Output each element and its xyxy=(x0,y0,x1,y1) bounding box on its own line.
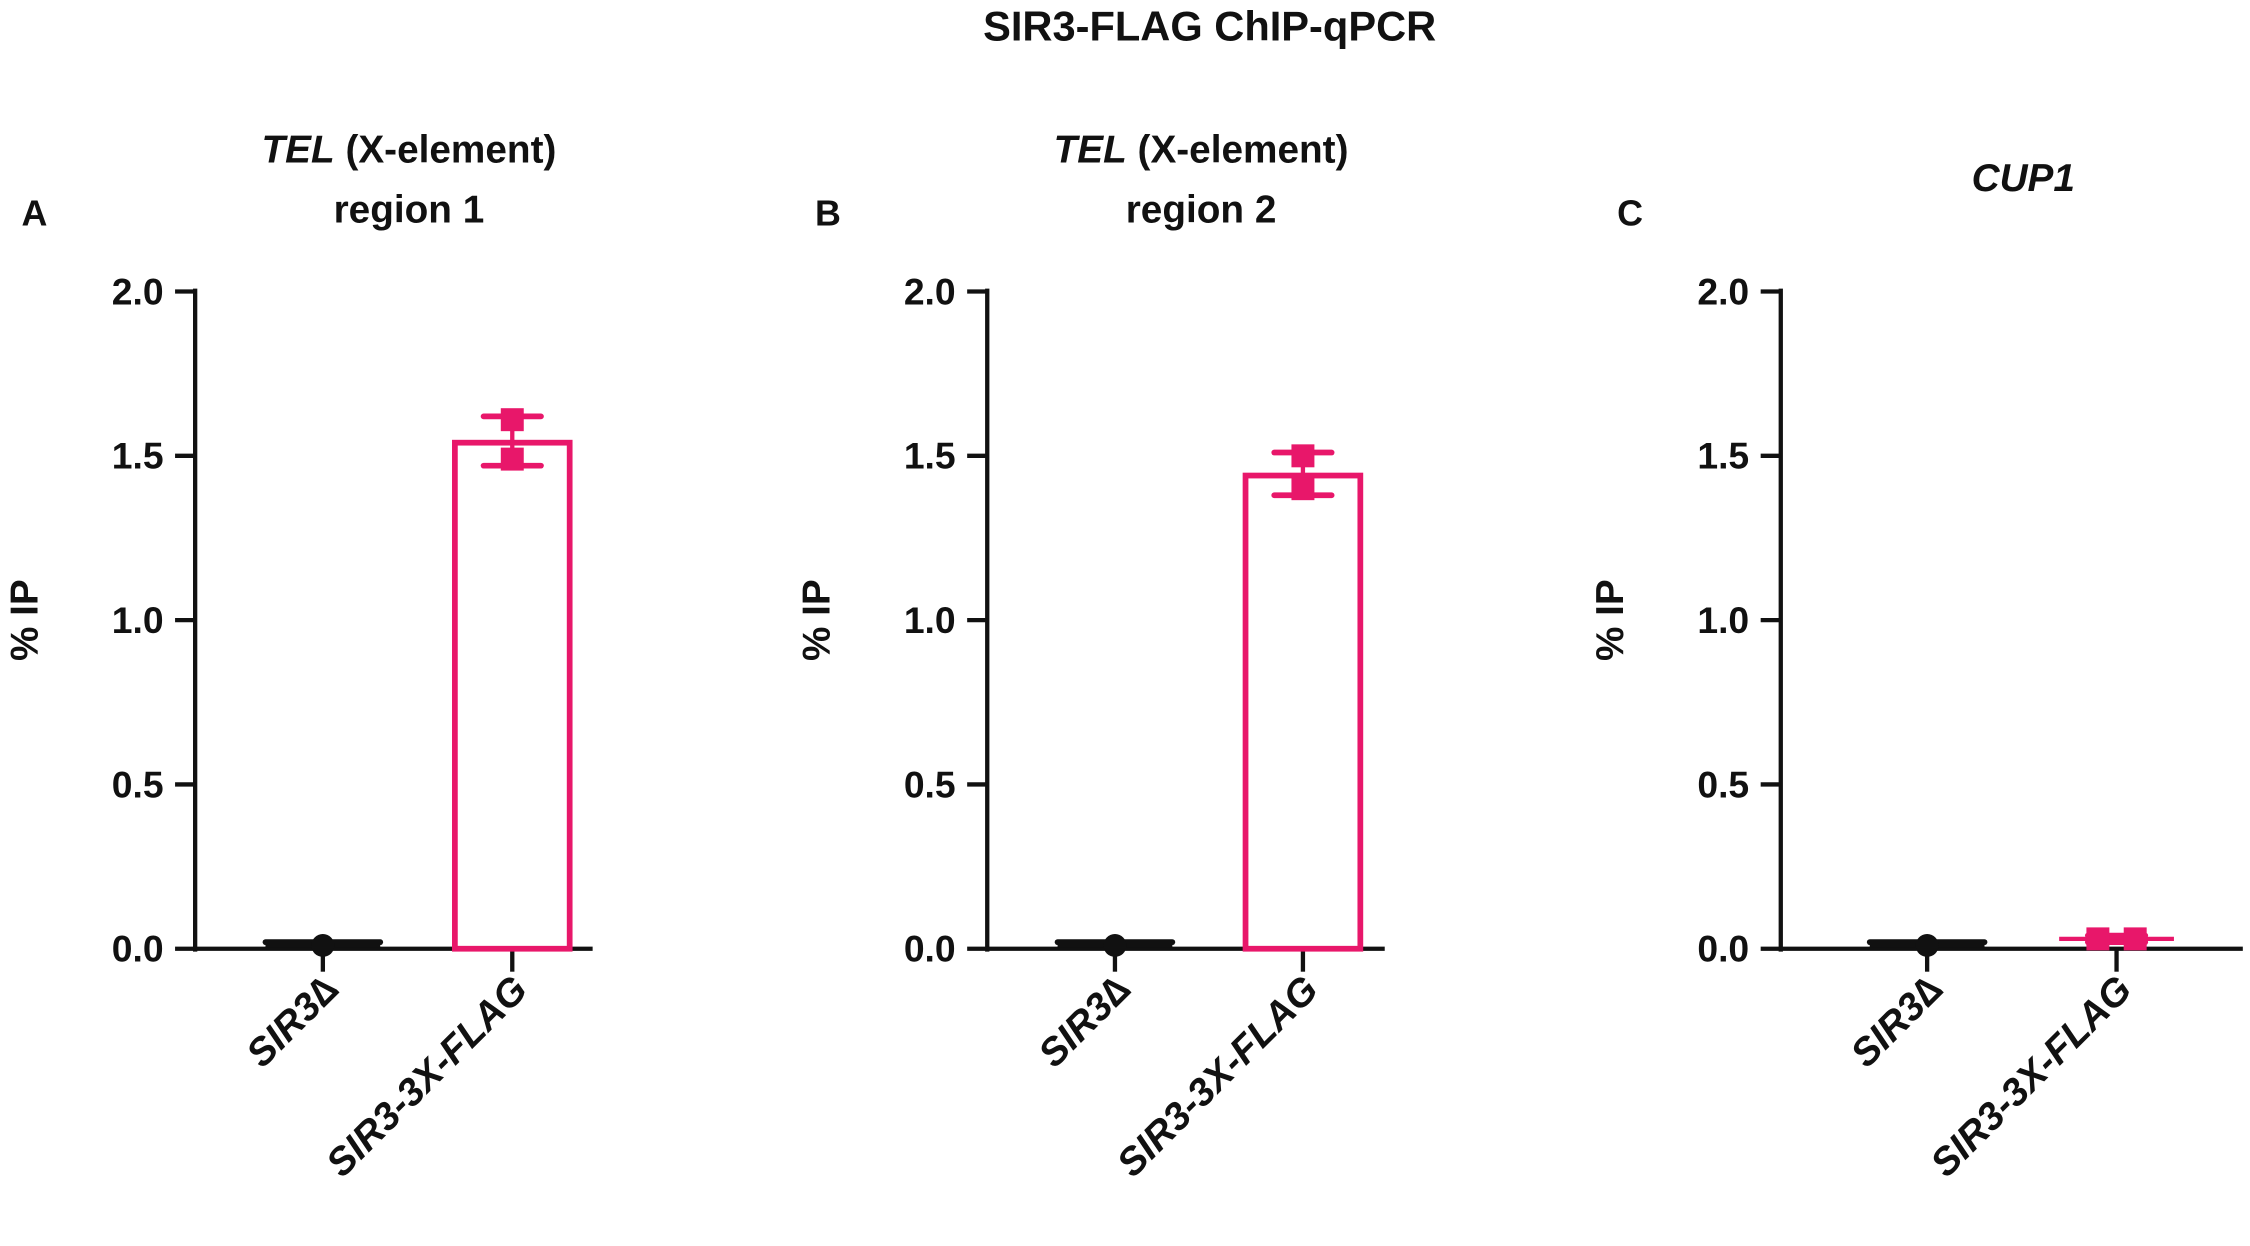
panel-title-line2: region 1 xyxy=(334,189,485,232)
panel-title-region: (X-element) xyxy=(335,128,557,171)
y-tick-label: 0.5 xyxy=(1697,763,1749,805)
data-point xyxy=(2123,927,2147,951)
panel-c: C CUP1 % IP 0.0 0.5 1.0 1.5 2.0 SIR3∆SIR3-3X-FLA… xyxy=(1589,157,2243,1185)
data-point xyxy=(500,408,524,432)
panel-title-gene: TEL xyxy=(1054,128,1127,171)
panel-title-gene: CUP1 xyxy=(1972,157,2075,200)
y-tick-label: 2.0 xyxy=(112,270,164,312)
y-axis-label: % IP xyxy=(795,579,838,661)
y-tick-label: 2.0 xyxy=(1697,270,1749,312)
data-point xyxy=(1291,444,1315,468)
panel-title: CUP1 xyxy=(1972,157,2075,200)
panel-title: TEL (X-element) xyxy=(262,128,557,171)
y-axis-label: % IP xyxy=(3,579,46,661)
data-point xyxy=(1291,477,1315,501)
panel-label: A xyxy=(22,194,48,234)
x-tick-label: SIR3∆ xyxy=(1843,968,1951,1076)
y-tick-label: 0.5 xyxy=(904,763,956,805)
x-tick-label: SIR3-3X-FLAG xyxy=(1923,968,2141,1186)
y-tick-label: 1.0 xyxy=(904,599,956,641)
x-tick-label: SIR3∆ xyxy=(1030,968,1138,1076)
x-tick-label: SIR3-3X-FLAG xyxy=(318,968,536,1186)
data-point xyxy=(311,933,335,957)
data-point xyxy=(2086,927,2110,951)
y-axis-label: % IP xyxy=(1589,579,1632,661)
panel-title-line2: region 2 xyxy=(1126,189,1277,232)
data-point xyxy=(1915,933,1939,957)
bar xyxy=(452,439,573,952)
data-point xyxy=(500,447,524,471)
y-tick-label: 0.0 xyxy=(1697,928,1749,970)
panel-label: C xyxy=(1617,194,1643,234)
y-tick-label: 0.0 xyxy=(904,928,956,970)
data-point xyxy=(1103,933,1127,957)
panel-b: B TEL (X-element) region 2 % IP 0.0 0.5 1.0 1.5… xyxy=(795,128,1385,1186)
y-tick-label: 1.5 xyxy=(1697,435,1749,477)
x-tick-label: SIR3∆ xyxy=(238,968,346,1076)
x-tick-label: SIR3-3X-FLAG xyxy=(1109,968,1327,1186)
panel-label: B xyxy=(815,194,841,234)
y-tick-label: 1.5 xyxy=(904,435,956,477)
panel-title-region: (X-element) xyxy=(1127,128,1349,171)
y-tick-label: 1.5 xyxy=(112,435,164,477)
y-tick-label: 1.0 xyxy=(112,599,164,641)
y-tick-label: 0.0 xyxy=(112,928,164,970)
panel-a: A TEL (X-element) region 1 % IP 0.0 0.5 1.0 1.5… xyxy=(3,128,593,1186)
panel-title-gene: TEL xyxy=(262,128,335,171)
y-tick-label: 2.0 xyxy=(904,270,956,312)
panel-title: TEL (X-element) xyxy=(1054,128,1349,171)
bar xyxy=(1242,472,1364,952)
figure-title: SIR3-FLAG ChIP-qPCR xyxy=(983,2,1436,49)
y-tick-label: 1.0 xyxy=(1697,599,1749,641)
y-tick-label: 0.5 xyxy=(112,763,164,805)
